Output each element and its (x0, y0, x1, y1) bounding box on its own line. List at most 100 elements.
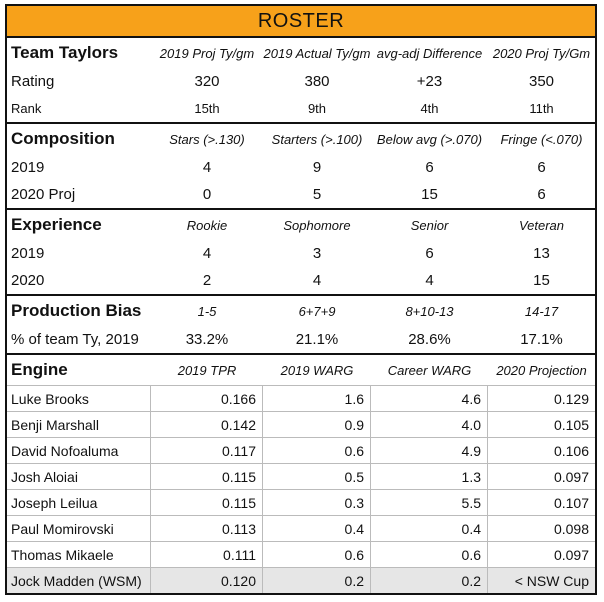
section: Production Bias 1-5 6+7+9 8+10-13 14-17 % of … (5, 296, 597, 355)
cell: 6 (425, 159, 434, 176)
cell: 4 (202, 245, 212, 262)
cell: 15th (194, 101, 220, 116)
cell: 0.097 (488, 463, 595, 489)
section: Team Taylors 2019 Proj Ty/gm 2019 Actual T… (5, 38, 597, 124)
roster-sheet: ROSTER Team Taylors 2019 Proj Ty/gm 2019 A… (5, 4, 597, 595)
column-header: 2020 Projection (496, 362, 587, 378)
cell: 1.6 (263, 385, 371, 411)
table-row: Rating 320 380 +23 350 (7, 68, 595, 95)
cell: 4.9 (371, 437, 488, 463)
cell: +23 (416, 73, 443, 90)
section-title: Production Bias (11, 301, 142, 320)
column-header: 2019 Proj Ty/gm (159, 45, 255, 61)
section-title: Composition (11, 129, 115, 148)
cell: 33.2% (185, 331, 229, 348)
cell: 0 (202, 186, 212, 203)
row-label: % of team Ty, 2019 (11, 331, 139, 348)
cell: 3 (312, 245, 322, 262)
column-header: 1-5 (197, 303, 217, 319)
column-header: Career WARG (387, 362, 472, 378)
table-row: Rank 15th 9th 4th 11th (7, 95, 595, 122)
column-header: 2019 WARG (280, 362, 354, 378)
cell: 11th (529, 101, 554, 116)
table-row: Joseph Leilua 0.115 0.3 5.5 0.107 (7, 489, 595, 515)
cell: 4 (425, 272, 434, 289)
table-row: David Nofoaluma 0.117 0.6 4.9 0.106 (7, 437, 595, 463)
column-header: Senior (410, 217, 449, 233)
cell: 0.4 (371, 515, 488, 541)
cell: 4.6 (371, 385, 488, 411)
row-label: 2020 Proj (11, 186, 76, 203)
row-label: 2019 (11, 159, 45, 176)
cell: 17.1% (520, 331, 563, 348)
cell: 21.1% (295, 331, 339, 348)
row-label: Joseph Leilua (7, 489, 151, 515)
column-header: Starters (>.100) (271, 131, 363, 147)
cell: 0.129 (488, 385, 595, 411)
section-title: Experience (11, 215, 102, 234)
cell: 0.115 (151, 463, 263, 489)
row-label: Jock Madden (WSM) (7, 567, 151, 593)
table-row: Luke Brooks 0.166 1.6 4.6 0.129 (7, 385, 595, 411)
row-label: Thomas Mikaele (7, 541, 151, 567)
cell: 5 (312, 186, 322, 203)
section-header: Production Bias 1-5 6+7+9 8+10-13 14-17 (7, 296, 595, 326)
cell: 0.6 (263, 437, 371, 463)
cell: 28.6% (408, 331, 451, 348)
cell: 380 (304, 73, 330, 90)
table-row: Jock Madden (WSM) 0.120 0.2 0.2 < NSW Cup (7, 567, 595, 593)
column-header: 2020 Proj Ty/Gm (492, 45, 591, 61)
cell: 0.117 (151, 437, 263, 463)
table-row: Josh Aloiai 0.115 0.5 1.3 0.097 (7, 463, 595, 489)
cell: 0.120 (151, 567, 263, 593)
section-title: Engine (11, 360, 68, 379)
cell: 320 (194, 73, 220, 90)
cell: < NSW Cup (488, 567, 595, 593)
row-label: Rating (11, 73, 55, 90)
column-header: 8+10-13 (405, 303, 454, 319)
cell: 0.097 (488, 541, 595, 567)
cell: 13 (533, 245, 550, 262)
section-header: Composition Stars (>.130) Starters (>.100)… (7, 124, 595, 154)
cell: 0.6 (371, 541, 488, 567)
column-header: Stars (>.130) (169, 131, 245, 147)
column-header: Veteran (518, 217, 565, 233)
cell: 4.0 (371, 411, 488, 437)
table-row: 2019 4 9 6 6 (7, 154, 595, 181)
row-label: Josh Aloiai (7, 463, 151, 489)
section: Experience Rookie Sophomore Senior Veteran 20… (5, 210, 597, 296)
table-row: 2020 Proj 0 5 15 6 (7, 181, 595, 208)
cell: 15 (421, 186, 438, 203)
table-row: 2019 4 3 6 13 (7, 240, 595, 267)
column-header: 2019 Actual Ty/gm (263, 45, 371, 61)
table-row: Benji Marshall 0.142 0.9 4.0 0.105 (7, 411, 595, 437)
table-row: % of team Ty, 2019 33.2% 21.1% 28.6% 17.1% (7, 326, 595, 353)
cell: 0.5 (263, 463, 371, 489)
cell: 4th (420, 101, 439, 116)
column-header: 6+7+9 (298, 303, 336, 319)
row-label: Paul Momirovski (7, 515, 151, 541)
cell: 0.106 (488, 437, 595, 463)
row-label: David Nofoaluma (7, 437, 151, 463)
cell: 0.4 (263, 515, 371, 541)
row-label: 2019 (11, 245, 45, 262)
cell: 0.107 (488, 489, 595, 515)
table-row: Thomas Mikaele 0.111 0.6 0.6 0.097 (7, 541, 595, 567)
section: Composition Stars (>.130) Starters (>.100)… (5, 124, 597, 210)
row-label: Luke Brooks (7, 385, 151, 411)
cell: 1.3 (371, 463, 488, 489)
row-label: Rank (11, 101, 42, 116)
cell: 9th (307, 101, 327, 116)
cell: 0.2 (371, 567, 488, 593)
column-header: Fringe (<.070) (500, 131, 583, 147)
column-header: Rookie (186, 217, 228, 233)
section-title: Team Taylors (11, 43, 119, 62)
cell: 9 (312, 159, 322, 176)
column-header: Below avg (>.070) (376, 131, 483, 147)
cell: 15 (533, 272, 550, 289)
cell: 0.2 (263, 567, 371, 593)
section-header: Engine 2019 TPR 2019 WARG Career WARG 2020 P… (7, 355, 595, 385)
column-header: 2019 TPR (177, 362, 237, 378)
cell: 0.113 (151, 515, 263, 541)
cell: 0.098 (488, 515, 595, 541)
